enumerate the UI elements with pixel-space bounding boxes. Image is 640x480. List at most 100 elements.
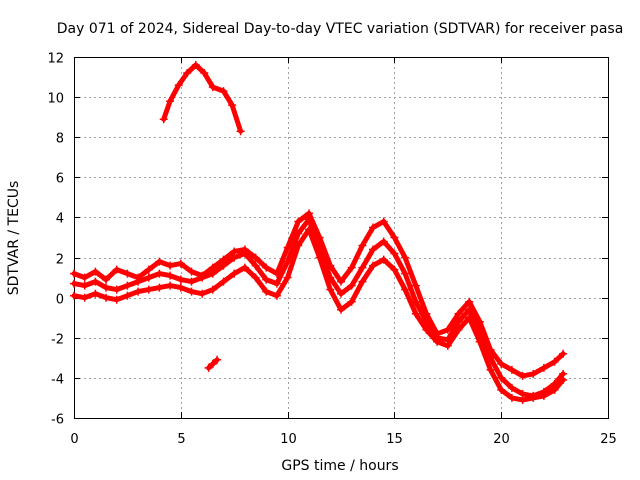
data-point — [507, 383, 516, 392]
data-point — [272, 291, 281, 300]
data-point — [390, 233, 399, 242]
data-point — [144, 273, 153, 282]
data-point — [559, 349, 568, 358]
data-point — [208, 285, 217, 294]
series-track-c — [70, 225, 568, 404]
data-point — [379, 237, 388, 246]
data-point — [518, 371, 527, 380]
data-point — [166, 261, 175, 270]
data-point — [559, 375, 568, 384]
data-point — [183, 69, 192, 77]
data-point — [236, 127, 245, 136]
data-point — [176, 259, 185, 268]
data-point — [422, 325, 431, 334]
data-point — [465, 297, 474, 306]
data-point — [123, 291, 132, 300]
data-point — [112, 285, 121, 294]
data-point — [123, 269, 132, 278]
data-point — [176, 275, 185, 284]
data-point — [379, 217, 388, 226]
data-point — [369, 245, 377, 254]
data-point — [187, 267, 196, 276]
data-point — [454, 309, 463, 318]
data-point — [347, 297, 356, 306]
data-point — [70, 279, 78, 288]
data-point — [230, 253, 239, 262]
data-point — [208, 83, 217, 92]
data-point — [80, 273, 89, 282]
data-point — [102, 275, 110, 284]
data-point — [198, 289, 207, 298]
data-point — [401, 269, 410, 278]
data-point — [347, 263, 356, 272]
x-tick-label: 25 — [600, 432, 617, 447]
data-point — [102, 283, 110, 292]
data-point — [219, 277, 228, 286]
data-point — [204, 363, 213, 372]
data-point — [251, 261, 260, 270]
data-point — [200, 69, 209, 77]
data-point — [123, 281, 132, 290]
data-point — [155, 269, 164, 278]
data-point — [176, 283, 185, 292]
y-tick-label: 8 — [56, 132, 64, 147]
y-tick-label: -2 — [51, 333, 64, 348]
data-point — [369, 261, 377, 270]
data-point — [529, 393, 538, 402]
data-series — [70, 61, 568, 404]
series-line — [161, 62, 244, 134]
data-point — [294, 217, 303, 226]
data-point — [411, 281, 420, 290]
data-point — [198, 273, 207, 282]
y-tick-label: 10 — [47, 92, 64, 107]
data-point — [112, 265, 121, 274]
data-point — [91, 277, 100, 286]
y-tick-label: -6 — [51, 413, 64, 428]
data-point — [294, 241, 303, 250]
y-tick-label: 12 — [47, 52, 64, 67]
data-point — [443, 341, 452, 350]
data-point — [305, 225, 313, 234]
data-point — [240, 249, 249, 258]
data-point — [433, 337, 442, 346]
y-tick-label: 0 — [56, 293, 64, 308]
data-point — [144, 285, 153, 294]
data-point — [159, 115, 168, 124]
data-point — [208, 269, 217, 278]
data-point — [166, 281, 175, 290]
data-point — [358, 277, 367, 286]
data-point — [187, 287, 196, 296]
y-axis-label: SDTVAR / TECUs — [6, 181, 22, 296]
data-point — [251, 273, 260, 282]
x-tick-label: 10 — [280, 432, 297, 447]
data-point — [80, 293, 89, 302]
y-tick-label: 6 — [56, 172, 64, 187]
data-point — [283, 257, 292, 266]
data-point — [529, 369, 538, 378]
plot-frame — [74, 57, 609, 419]
data-point — [191, 61, 200, 69]
series-line — [71, 227, 566, 403]
data-point — [144, 265, 153, 274]
data-point — [507, 365, 516, 374]
data-point — [550, 385, 559, 394]
data-point — [70, 291, 78, 300]
data-point — [347, 281, 356, 290]
data-point — [486, 365, 495, 374]
data-point — [305, 215, 313, 224]
data-point — [240, 263, 249, 272]
data-point — [507, 393, 516, 402]
data-point — [337, 305, 345, 314]
chart-title: Day 071 of 2024, Sidereal Day-to-day VTE… — [57, 21, 624, 37]
data-point — [230, 269, 239, 278]
data-point — [80, 281, 89, 290]
data-point — [134, 277, 143, 286]
x-tick-label: 0 — [70, 432, 78, 447]
data-point — [497, 359, 506, 368]
data-point — [369, 223, 377, 232]
axis-ticks: 0 5 10 15 20 25 -6 -4 -2 0 2 4 6 8 10 12 — [47, 52, 616, 448]
data-point — [390, 249, 399, 258]
data-point — [379, 255, 388, 264]
data-point — [262, 263, 271, 272]
series-track-a — [70, 209, 568, 380]
